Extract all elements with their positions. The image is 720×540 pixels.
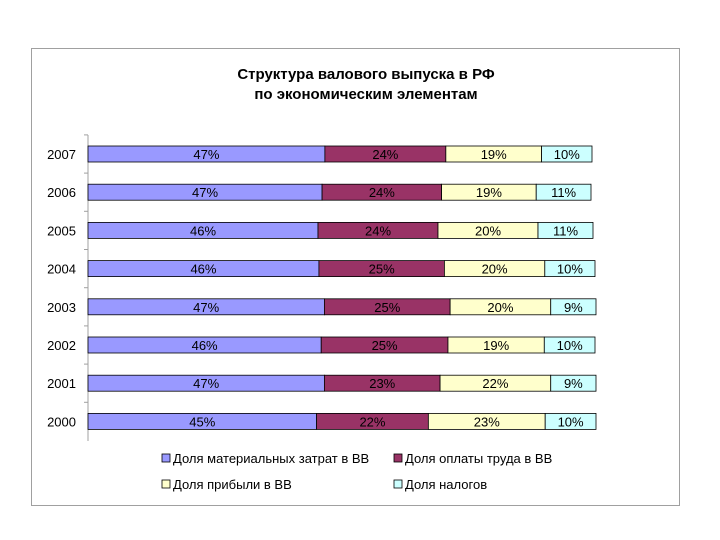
data-label-2003-s0: 47% xyxy=(193,300,219,315)
data-label-2000-s3: 10% xyxy=(558,414,584,429)
y-tick-label-2002: 2002 xyxy=(47,338,76,353)
data-label-2002-s0: 46% xyxy=(192,338,218,353)
stacked-bar-chart: Структура валового выпуска в РФ по эконом… xyxy=(47,66,597,492)
data-label-2007-s2: 19% xyxy=(481,147,507,162)
data-label-2003-s3: 9% xyxy=(564,300,583,315)
data-label-2002-s1: 25% xyxy=(372,338,398,353)
data-label-2007-s0: 47% xyxy=(193,147,219,162)
legend-swatch-s3 xyxy=(393,479,403,489)
data-label-2001-s1: 23% xyxy=(369,376,395,391)
data-label-2001-s3: 9% xyxy=(564,376,583,391)
legend-label-s2: Доля прибыли в ВВ xyxy=(173,477,292,492)
legend-swatch-s1 xyxy=(393,453,403,463)
data-label-2007-s3: 10% xyxy=(554,147,580,162)
y-tick-label-2000: 2000 xyxy=(47,414,76,429)
chart-area: Структура валового выпуска в РФ по эконом… xyxy=(31,48,680,506)
y-tick-label-2005: 2005 xyxy=(47,223,76,238)
y-tick-label-2006: 2006 xyxy=(47,185,76,200)
y-tick-label-2004: 2004 xyxy=(47,262,76,277)
data-label-2005-s3: 11% xyxy=(553,223,578,238)
y-tick-label-2007: 2007 xyxy=(47,147,76,162)
bar-segment-2005-s3 xyxy=(537,221,594,239)
y-tick-label-2003: 2003 xyxy=(47,300,76,315)
legend-swatch-s2 xyxy=(161,479,171,489)
bar-segment-2000-s3 xyxy=(544,412,597,430)
data-label-2004-s1: 25% xyxy=(369,262,395,277)
data-label-2005-s1: 24% xyxy=(365,223,391,238)
data-label-2003-s1: 25% xyxy=(374,300,400,315)
data-label-2000-s0: 45% xyxy=(189,414,215,429)
legend-label-s0: Доля материальных затрат в ВВ xyxy=(173,451,369,466)
data-label-2001-s0: 47% xyxy=(193,376,219,391)
bar-segment-2002-s3 xyxy=(543,336,596,354)
bar-segment-2007-s3 xyxy=(541,145,593,163)
bar-segment-2004-s3 xyxy=(544,260,596,278)
data-label-2004-s3: 10% xyxy=(557,262,583,277)
data-label-2001-s2: 22% xyxy=(482,376,508,391)
legend-swatch-s0 xyxy=(161,453,171,463)
legend-label-s1: Доля оплаты труда в ВВ xyxy=(405,451,552,466)
data-label-2007-s1: 24% xyxy=(372,147,398,162)
data-label-2000-s1: 22% xyxy=(359,414,385,429)
data-label-2006-s2: 19% xyxy=(476,185,502,200)
legend-label-s3: Доля налогов xyxy=(405,477,487,492)
bar-segment-2001-s3 xyxy=(550,374,597,392)
data-label-2006-s3: 11% xyxy=(551,185,576,200)
y-tick-label-2001: 2001 xyxy=(47,376,76,391)
data-label-2005-s0: 46% xyxy=(190,223,216,238)
data-label-2002-s2: 19% xyxy=(483,338,509,353)
data-label-2005-s2: 20% xyxy=(475,223,501,238)
bar-segment-2006-s3 xyxy=(535,183,592,201)
data-label-2006-s1: 24% xyxy=(369,185,395,200)
chart-title: Структура валового выпуска в РФ по эконом… xyxy=(237,66,495,103)
data-label-2004-s2: 20% xyxy=(482,262,508,277)
data-label-2002-s3: 10% xyxy=(557,338,583,353)
data-label-2003-s2: 20% xyxy=(487,300,513,315)
data-label-2004-s0: 46% xyxy=(190,262,216,277)
data-label-2000-s2: 23% xyxy=(474,414,500,429)
data-label-2006-s0: 47% xyxy=(192,185,218,200)
bar-segment-2003-s3 xyxy=(550,298,597,316)
